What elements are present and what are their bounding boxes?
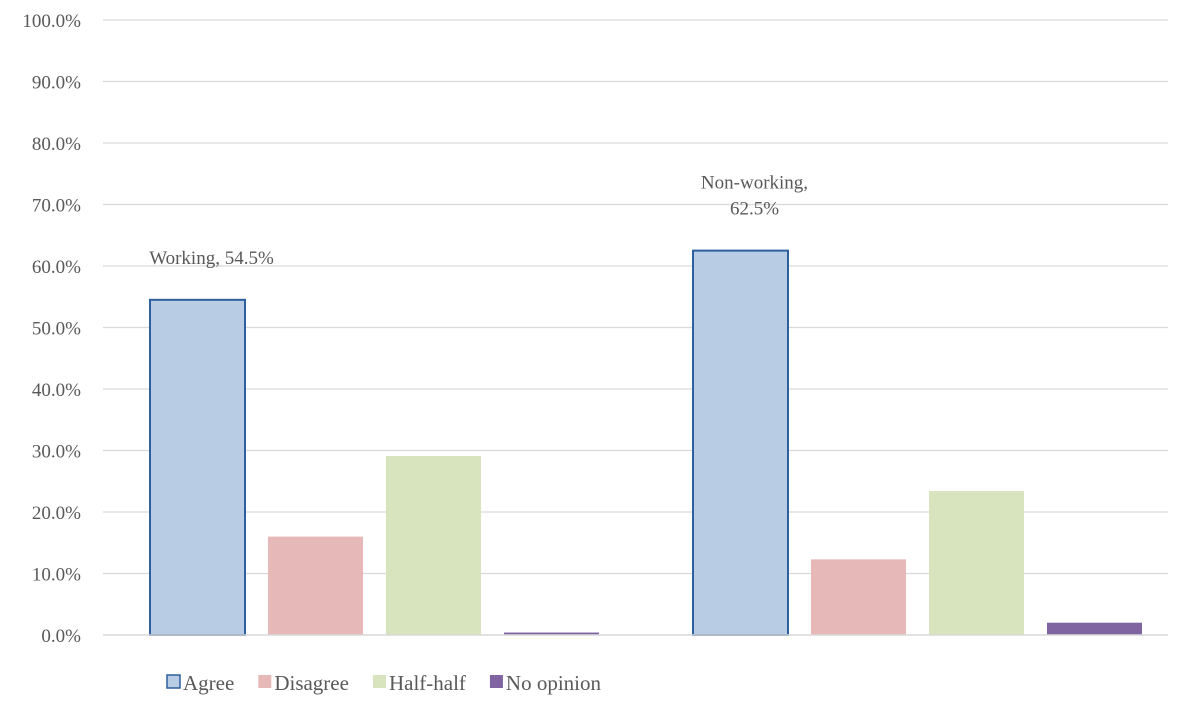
bar-half-half-non-working [929,491,1024,635]
data-label: Non-working, [701,173,808,194]
y-tick-label: 0.0% [41,626,81,647]
legend-item-no-opinion: No opinion [489,671,602,695]
data-label: 62.5% [730,199,779,220]
bar-agree-non-working [692,249,789,636]
bar-half-half-working [386,456,481,635]
bars [149,249,1142,636]
bar-disagree-non-working [811,559,906,635]
y-tick-label: 60.0% [32,257,81,278]
legend-swatch [489,675,503,688]
legend-swatch [166,674,181,689]
y-tick-label: 40.0% [32,380,81,401]
gridlines [103,19,1168,575]
legend: Agree Disagree Half-half No opinion [166,671,602,695]
y-tick-label: 20.0% [32,503,81,524]
legend-label: Agree [183,671,234,695]
bar-no-opinion-working [504,632,599,635]
y-tick-label: 70.0% [32,196,81,217]
y-tick-label: 90.0% [32,73,81,94]
legend-item-agree: Agree [166,671,234,695]
y-tick-label: 100.0% [22,11,81,32]
legend-label: Half-half [389,671,466,695]
legend-label: No opinion [506,671,602,695]
bar-no-opinion-non-working [1047,622,1142,635]
legend-item-disagree: Disagree [258,671,349,695]
y-tick-label: 50.0% [32,319,81,340]
legend-swatch [372,675,386,688]
y-tick-label: 30.0% [32,442,81,463]
y-tick-label: 80.0% [32,134,81,155]
bar-agree-working [149,298,246,636]
data-labels: Working, 54.5% Non-working, 62.5% [149,173,808,269]
y-tick-label: 10.0% [32,565,81,586]
legend-item-half-half: Half-half [372,671,466,695]
y-axis-tick-labels: 0.0% 10.0% 20.0% 30.0% 40.0% 50.0% 60.0% 70.0% 8… [22,11,81,647]
legend-label: Disagree [274,671,349,695]
data-label: Working, 54.5% [149,248,274,269]
legend-swatch [258,675,272,688]
bar-disagree-working [268,536,363,635]
